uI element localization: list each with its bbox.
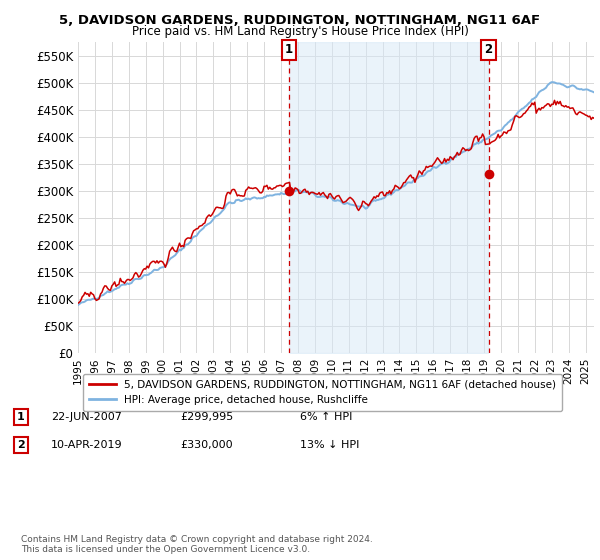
Text: 1: 1 bbox=[285, 43, 293, 56]
Text: 22-JUN-2007: 22-JUN-2007 bbox=[51, 412, 122, 422]
Text: £330,000: £330,000 bbox=[180, 440, 233, 450]
Text: 13% ↓ HPI: 13% ↓ HPI bbox=[300, 440, 359, 450]
Text: 6% ↑ HPI: 6% ↑ HPI bbox=[300, 412, 352, 422]
Text: 2: 2 bbox=[485, 43, 493, 56]
Text: 5, DAVIDSON GARDENS, RUDDINGTON, NOTTINGHAM, NG11 6AF: 5, DAVIDSON GARDENS, RUDDINGTON, NOTTING… bbox=[59, 14, 541, 27]
Text: 1: 1 bbox=[17, 412, 25, 422]
Text: Contains HM Land Registry data © Crown copyright and database right 2024.
This d: Contains HM Land Registry data © Crown c… bbox=[21, 535, 373, 554]
Text: 10-APR-2019: 10-APR-2019 bbox=[51, 440, 122, 450]
Text: 2: 2 bbox=[17, 440, 25, 450]
Text: Price paid vs. HM Land Registry's House Price Index (HPI): Price paid vs. HM Land Registry's House … bbox=[131, 25, 469, 38]
Text: £299,995: £299,995 bbox=[180, 412, 233, 422]
Legend: 5, DAVIDSON GARDENS, RUDDINGTON, NOTTINGHAM, NG11 6AF (detached house), HPI: Ave: 5, DAVIDSON GARDENS, RUDDINGTON, NOTTING… bbox=[83, 374, 562, 411]
